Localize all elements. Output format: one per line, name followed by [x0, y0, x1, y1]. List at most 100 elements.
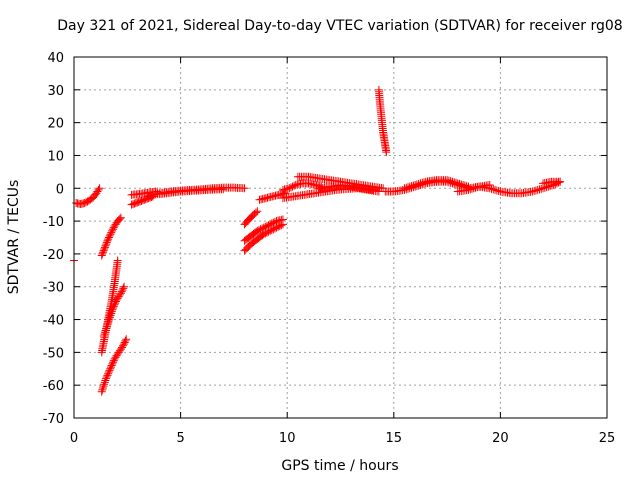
- data-point: [402, 183, 411, 192]
- data-point: [111, 297, 120, 306]
- data-point: [254, 226, 263, 235]
- data-point: [102, 322, 111, 331]
- data-point: [286, 183, 295, 192]
- data-point: [270, 217, 279, 226]
- data-point: [444, 176, 453, 185]
- data-point: [108, 225, 117, 234]
- x-tick-label: 10: [279, 431, 296, 446]
- data-point: [245, 214, 254, 223]
- data-point: [109, 358, 118, 367]
- data-point: [256, 225, 265, 234]
- x-tick-label: 0: [70, 431, 78, 446]
- data-point: [122, 335, 131, 344]
- data-point: [106, 311, 115, 320]
- data-point: [144, 192, 153, 201]
- data-point: [94, 185, 103, 194]
- data-point: [103, 320, 112, 329]
- data-point: [448, 177, 457, 186]
- data-point: [412, 180, 421, 189]
- data-point: [102, 324, 111, 333]
- data-point: [101, 241, 110, 250]
- y-tick-label: -10: [43, 215, 64, 230]
- y-tick-label: -20: [43, 248, 64, 263]
- data-point: [530, 187, 539, 196]
- data-points: [70, 85, 565, 396]
- data-point: [102, 238, 111, 247]
- data-point: [103, 371, 112, 380]
- data-point: [103, 236, 112, 245]
- data-point: [107, 307, 116, 316]
- y-tick-label: 0: [56, 182, 64, 197]
- data-point: [118, 286, 127, 295]
- data-point: [117, 343, 126, 352]
- data-point: [407, 182, 416, 191]
- data-point: [97, 387, 106, 396]
- data-point: [102, 372, 111, 381]
- data-point: [537, 184, 546, 193]
- data-point: [464, 185, 473, 194]
- data-point: [100, 244, 109, 253]
- data-point: [278, 215, 287, 224]
- data-point: [489, 185, 498, 194]
- data-point: [101, 376, 110, 385]
- data-point: [108, 359, 117, 368]
- y-tick-label: -70: [43, 412, 64, 427]
- y-tick-label: 20: [47, 117, 64, 132]
- data-point: [110, 222, 119, 231]
- data-point: [469, 184, 478, 193]
- x-tick-label: 15: [386, 431, 403, 446]
- data-point: [99, 331, 108, 340]
- data-point: [112, 295, 121, 304]
- data-point: [116, 345, 125, 354]
- data-point: [112, 351, 121, 360]
- data-point: [111, 220, 120, 229]
- data-point: [266, 220, 275, 229]
- data-point: [114, 348, 123, 357]
- data-point: [98, 385, 107, 394]
- data-point: [261, 222, 270, 231]
- data-point: [99, 382, 108, 391]
- data-point: [114, 292, 123, 301]
- data-point: [106, 230, 115, 239]
- data-point: [116, 213, 125, 222]
- data-point: [409, 181, 418, 190]
- y-tick-label: 40: [47, 51, 64, 66]
- data-point: [92, 189, 101, 198]
- x-tick-label: 25: [599, 431, 616, 446]
- data-point: [104, 233, 113, 242]
- data-point: [105, 315, 114, 324]
- data-point: [101, 328, 110, 337]
- data-point: [115, 290, 124, 299]
- data-point: [467, 184, 476, 193]
- data-point: [120, 338, 129, 347]
- data-point: [466, 185, 475, 194]
- data-point: [111, 353, 120, 362]
- data-point: [93, 187, 102, 196]
- data-point: [104, 235, 113, 244]
- data-point: [451, 178, 460, 187]
- data-point: [267, 219, 276, 228]
- data-point: [120, 282, 129, 291]
- plot-frame: [73, 56, 608, 419]
- ticks: 0 5 10 15 20 25 -70 -60 -50 -40 -30 -20 -10 0 10 20 30 40: [43, 51, 616, 446]
- data-point: [104, 369, 113, 378]
- data-point: [107, 309, 116, 318]
- data-point: [251, 208, 260, 217]
- data-point: [368, 185, 377, 194]
- x-tick-label: 5: [176, 431, 184, 446]
- data-point: [244, 215, 253, 224]
- data-point: [105, 366, 114, 375]
- data-point: [288, 182, 297, 191]
- data-point: [110, 354, 119, 363]
- data-point: [100, 378, 109, 387]
- data-point: [264, 221, 273, 230]
- data-point: [494, 187, 503, 196]
- data-point: [106, 364, 115, 373]
- data-point: [258, 224, 267, 233]
- data-point: [100, 330, 109, 339]
- data-point: [414, 179, 423, 188]
- x-axis-label: GPS time / hours: [281, 458, 398, 474]
- y-tick-label: -30: [43, 281, 64, 296]
- data-point: [285, 184, 294, 193]
